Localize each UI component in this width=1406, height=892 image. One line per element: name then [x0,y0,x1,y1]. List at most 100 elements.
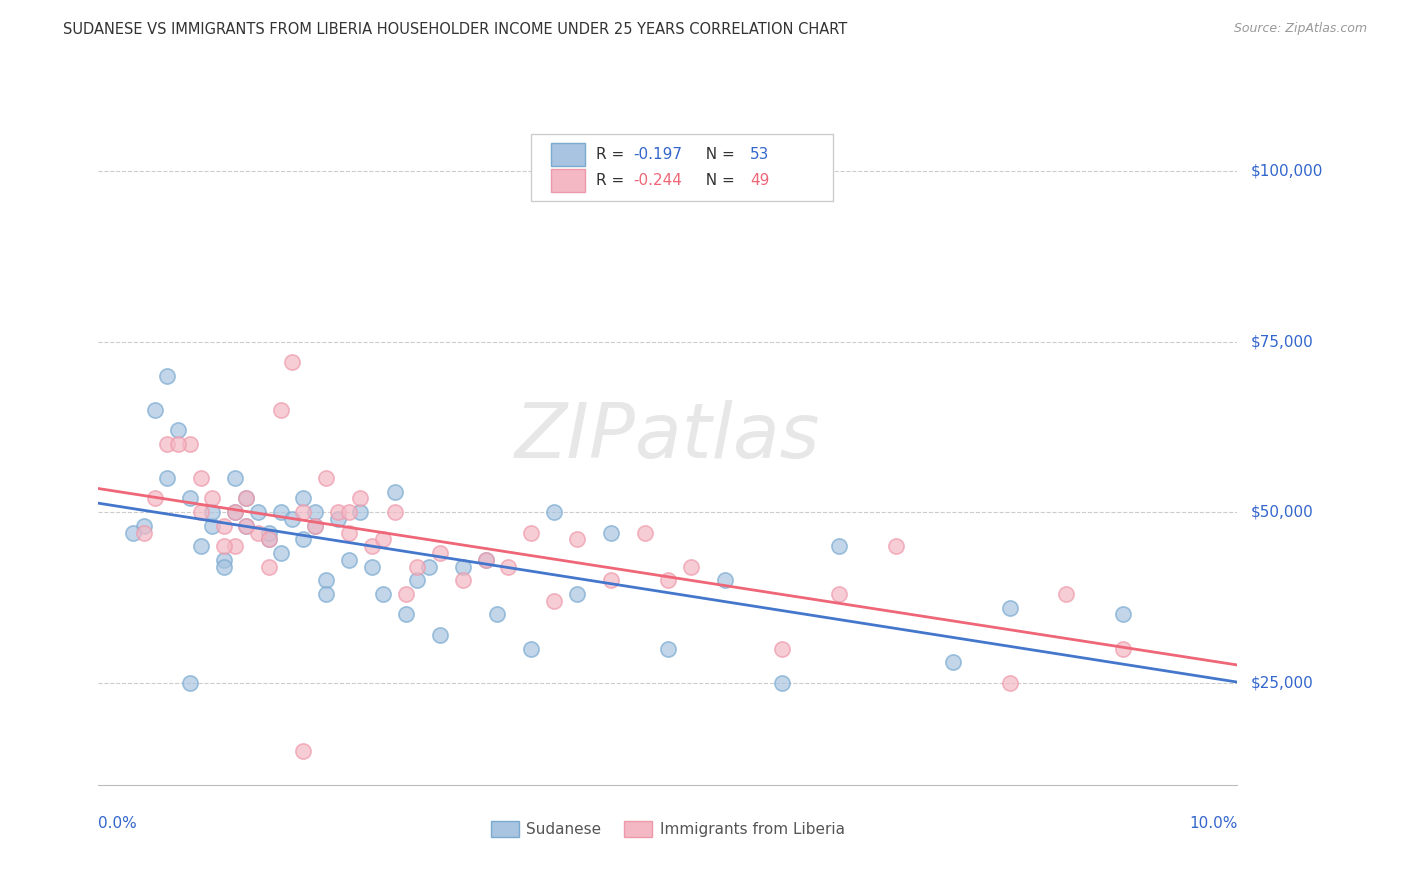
Point [259,559,281,574]
Point [565,533,588,547]
Point [259,525,281,540]
Point [235,491,257,506]
Text: 10.0%: 10.0% [1189,815,1237,830]
Point [190,471,212,485]
Point [292,491,315,506]
Point [132,525,155,540]
Point [1056,587,1078,601]
Point [292,505,315,519]
Text: $25,000: $25,000 [1251,675,1315,690]
Point [429,628,451,642]
Point [384,505,406,519]
Point [600,525,623,540]
Point [179,491,201,506]
Point [474,553,496,567]
FancyBboxPatch shape [531,135,832,201]
Point [349,505,371,519]
Point [679,559,702,574]
Point [326,505,349,519]
Point [304,518,326,533]
Point [315,471,337,485]
Point [429,546,451,560]
Point [770,641,793,656]
Point [235,491,257,506]
Point [201,491,224,506]
Legend: Sudanese, Immigrants from Liberia: Sudanese, Immigrants from Liberia [485,815,851,844]
Point [884,539,907,553]
FancyBboxPatch shape [551,169,585,192]
Point [828,587,851,601]
Point [212,539,235,553]
Point [304,518,326,533]
Point [395,587,418,601]
Point [600,574,623,588]
Text: $50,000: $50,000 [1251,505,1315,520]
Point [281,355,304,369]
Point [543,594,565,608]
Point [406,559,429,574]
Text: 49: 49 [749,173,769,188]
Point [235,518,257,533]
Point [292,744,315,758]
Point [224,505,246,519]
Text: R =: R = [596,147,630,162]
Point [395,607,418,622]
Point [270,402,292,417]
Point [474,553,496,567]
Point [292,533,315,547]
Point [657,574,679,588]
Point [270,505,292,519]
Point [304,505,326,519]
Point [451,574,474,588]
Point [384,484,406,499]
Point [565,587,588,601]
Point [1112,607,1135,622]
Point [270,546,292,560]
Point [201,505,224,519]
Point [190,539,212,553]
Point [520,641,543,656]
Point [281,512,304,526]
Point [714,574,737,588]
Text: 0.0%: 0.0% [98,815,138,830]
Text: $75,000: $75,000 [1251,334,1315,349]
Point [315,587,337,601]
Point [657,641,679,656]
Point [201,518,224,533]
Point [235,518,257,533]
Text: -0.197: -0.197 [634,147,683,162]
Point [634,525,657,540]
Text: Source: ZipAtlas.com: Source: ZipAtlas.com [1233,22,1367,36]
Point [246,505,269,519]
Text: 53: 53 [749,147,769,162]
Point [373,533,395,547]
Point [337,525,360,540]
Point [360,559,382,574]
Point [828,539,851,553]
Point [360,539,382,553]
Text: N =: N = [696,147,740,162]
Point [998,675,1021,690]
Text: SUDANESE VS IMMIGRANTS FROM LIBERIA HOUSEHOLDER INCOME UNDER 25 YEARS CORRELATIO: SUDANESE VS IMMIGRANTS FROM LIBERIA HOUS… [63,22,848,37]
Text: N =: N = [696,173,740,188]
Point [451,559,474,574]
Text: -0.244: -0.244 [634,173,682,188]
Point [212,553,235,567]
Point [406,574,429,588]
Point [337,553,360,567]
Point [156,471,179,485]
Point [167,437,190,451]
Text: $100,000: $100,000 [1251,163,1323,178]
Point [212,559,235,574]
Point [179,675,201,690]
Point [418,559,440,574]
Point [315,574,337,588]
Point [224,471,246,485]
Point [246,525,269,540]
Point [224,539,246,553]
Point [337,505,360,519]
Point [145,491,167,506]
Text: ZIPatlas: ZIPatlas [515,401,821,474]
Point [259,533,281,547]
Point [145,402,167,417]
